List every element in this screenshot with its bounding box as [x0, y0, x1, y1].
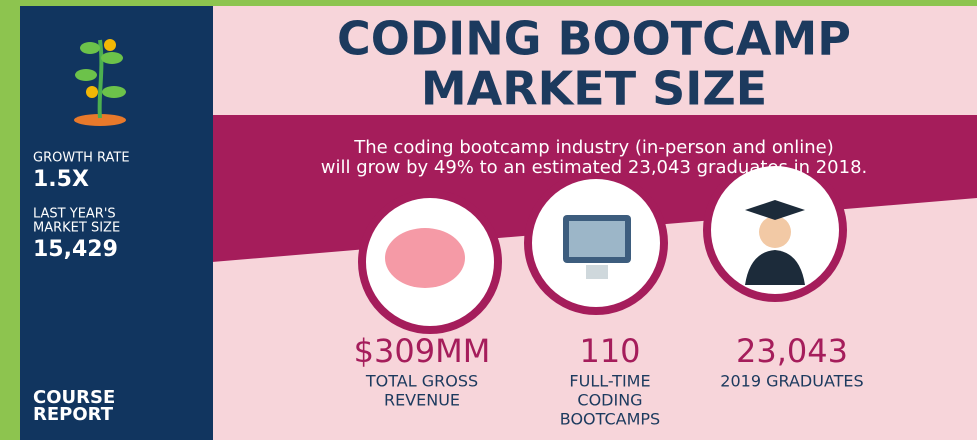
stat-value: $309MM — [354, 332, 491, 370]
stat-label: 2019 GRADUATES — [720, 372, 863, 391]
brand: REPORT — [33, 404, 114, 425]
monitor-stand — [586, 265, 608, 279]
metric-value: 1.5X — [33, 167, 89, 192]
monitor-screen — [569, 221, 625, 257]
title-line: CODING BOOTCAMP — [337, 12, 851, 66]
subtitle-line: The coding bootcamp industry (in-person … — [353, 137, 834, 158]
metric-label: MARKET SIZE — [33, 221, 120, 236]
stat-label: FULL-TIME — [569, 372, 650, 391]
stat-label: BOOTCAMPS — [560, 410, 660, 429]
stat-label: CODING — [577, 391, 642, 410]
metric-value: 15,429 — [33, 237, 118, 262]
piggy-bank — [385, 228, 465, 288]
graduate-cap — [745, 200, 805, 220]
stat-value: 110 — [579, 332, 640, 370]
stat-label: REVENUE — [384, 391, 460, 410]
metric-label: LAST YEAR'S — [33, 207, 116, 222]
title-line: MARKET SIZE — [421, 62, 767, 116]
sidebar — [20, 6, 213, 440]
subtitle-line: will grow by 49% to an estimated 23,043 … — [321, 157, 868, 178]
stat-value: 23,043 — [736, 332, 848, 370]
stat-label: TOTAL GROSS — [365, 372, 478, 391]
plant-icon — [74, 39, 126, 126]
brand: COURSE — [33, 387, 115, 408]
metric-label: GROWTH RATE — [33, 151, 130, 166]
graduate-gown — [745, 250, 805, 285]
graduate-head — [759, 216, 791, 248]
